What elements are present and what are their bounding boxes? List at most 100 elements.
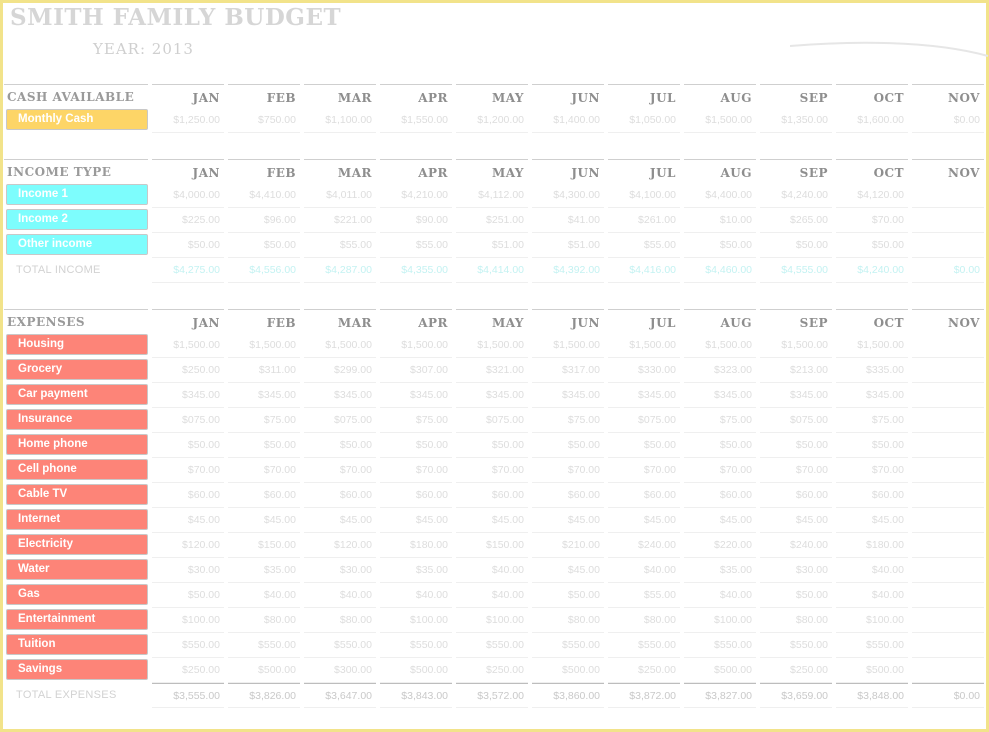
category-label-water[interactable]: Water [6, 559, 148, 580]
amount-cell[interactable]: $45.00 [228, 508, 300, 533]
amount-cell[interactable]: $1,500.00 [760, 333, 832, 358]
amount-cell[interactable]: $330.00 [608, 358, 680, 383]
amount-cell[interactable]: $40.00 [456, 583, 528, 608]
amount-cell[interactable]: $0.00 [912, 108, 984, 133]
amount-cell[interactable]: $4,100.00 [608, 183, 680, 208]
amount-cell[interactable]: $100.00 [380, 608, 452, 633]
amount-cell[interactable]: $80.00 [304, 608, 376, 633]
amount-cell[interactable]: $50.00 [760, 233, 832, 258]
amount-cell[interactable]: $40.00 [836, 583, 908, 608]
amount-cell[interactable]: $1,500.00 [532, 333, 604, 358]
amount-cell[interactable] [912, 458, 984, 483]
amount-cell[interactable]: $55.00 [608, 233, 680, 258]
amount-cell[interactable]: $50.00 [456, 433, 528, 458]
amount-cell[interactable]: $75.00 [836, 408, 908, 433]
amount-cell[interactable]: $317.00 [532, 358, 604, 383]
amount-cell[interactable]: $4,120.00 [836, 183, 908, 208]
amount-cell[interactable]: $50.00 [836, 233, 908, 258]
amount-cell[interactable]: $500.00 [836, 658, 908, 683]
amount-cell[interactable]: $550.00 [760, 633, 832, 658]
amount-cell[interactable]: $240.00 [760, 533, 832, 558]
amount-cell[interactable]: $55.00 [608, 583, 680, 608]
amount-cell[interactable]: $345.00 [152, 383, 224, 408]
amount-cell[interactable]: $80.00 [608, 608, 680, 633]
amount-cell[interactable]: $213.00 [760, 358, 832, 383]
amount-cell[interactable]: $345.00 [760, 383, 832, 408]
amount-cell[interactable]: $70.00 [532, 458, 604, 483]
amount-cell[interactable]: $240.00 [608, 533, 680, 558]
amount-cell[interactable]: $60.00 [608, 483, 680, 508]
amount-cell[interactable]: $4,410.00 [228, 183, 300, 208]
category-label-income-2[interactable]: Income 2 [6, 209, 148, 230]
amount-cell[interactable]: $50.00 [684, 233, 756, 258]
amount-cell[interactable]: $45.00 [760, 508, 832, 533]
amount-cell[interactable]: $60.00 [684, 483, 756, 508]
amount-cell[interactable]: $550.00 [456, 633, 528, 658]
amount-cell[interactable]: $345.00 [304, 383, 376, 408]
amount-cell[interactable]: $311.00 [228, 358, 300, 383]
amount-cell[interactable]: $550.00 [304, 633, 376, 658]
amount-cell[interactable]: $4,210.00 [380, 183, 452, 208]
category-label-savings[interactable]: Savings [6, 659, 148, 680]
amount-cell[interactable]: $100.00 [456, 608, 528, 633]
amount-cell[interactable] [912, 333, 984, 358]
amount-cell[interactable]: $60.00 [532, 483, 604, 508]
amount-cell[interactable]: $41.00 [532, 208, 604, 233]
amount-cell[interactable]: $50.00 [760, 583, 832, 608]
amount-cell[interactable]: $40.00 [836, 558, 908, 583]
amount-cell[interactable]: $60.00 [456, 483, 528, 508]
amount-cell[interactable]: $250.00 [152, 358, 224, 383]
amount-cell[interactable]: $1,500.00 [836, 333, 908, 358]
amount-cell[interactable]: $35.00 [380, 558, 452, 583]
amount-cell[interactable]: $1,500.00 [608, 333, 680, 358]
amount-cell[interactable]: $500.00 [684, 658, 756, 683]
amount-cell[interactable]: $250.00 [760, 658, 832, 683]
amount-cell[interactable]: $75.00 [228, 408, 300, 433]
amount-cell[interactable]: $1,500.00 [152, 333, 224, 358]
amount-cell[interactable]: $75.00 [380, 408, 452, 433]
amount-cell[interactable]: $40.00 [304, 583, 376, 608]
amount-cell[interactable]: $210.00 [532, 533, 604, 558]
amount-cell[interactable]: $1,500.00 [380, 333, 452, 358]
amount-cell[interactable] [912, 483, 984, 508]
amount-cell[interactable]: $750.00 [228, 108, 300, 133]
amount-cell[interactable] [912, 183, 984, 208]
amount-cell[interactable]: $321.00 [456, 358, 528, 383]
amount-cell[interactable] [912, 433, 984, 458]
category-label-housing[interactable]: Housing [6, 334, 148, 355]
amount-cell[interactable]: $100.00 [152, 608, 224, 633]
amount-cell[interactable]: $221.00 [304, 208, 376, 233]
amount-cell[interactable]: $70.00 [608, 458, 680, 483]
amount-cell[interactable]: $075.00 [760, 408, 832, 433]
amount-cell[interactable]: $345.00 [228, 383, 300, 408]
amount-cell[interactable]: $70.00 [152, 458, 224, 483]
amount-cell[interactable]: $55.00 [380, 233, 452, 258]
category-label-home-phone[interactable]: Home phone [6, 434, 148, 455]
amount-cell[interactable]: $45.00 [380, 508, 452, 533]
amount-cell[interactable]: $40.00 [380, 583, 452, 608]
amount-cell[interactable]: $4,300.00 [532, 183, 604, 208]
amount-cell[interactable]: $40.00 [684, 583, 756, 608]
amount-cell[interactable]: $250.00 [608, 658, 680, 683]
amount-cell[interactable] [912, 508, 984, 533]
amount-cell[interactable]: $60.00 [380, 483, 452, 508]
category-label-internet[interactable]: Internet [6, 509, 148, 530]
amount-cell[interactable]: $50.00 [836, 433, 908, 458]
amount-cell[interactable]: $45.00 [532, 508, 604, 533]
amount-cell[interactable]: $265.00 [760, 208, 832, 233]
amount-cell[interactable]: $335.00 [836, 358, 908, 383]
amount-cell[interactable]: $70.00 [228, 458, 300, 483]
amount-cell[interactable]: $1,600.00 [836, 108, 908, 133]
amount-cell[interactable]: $180.00 [380, 533, 452, 558]
amount-cell[interactable]: $50.00 [152, 433, 224, 458]
amount-cell[interactable]: $35.00 [228, 558, 300, 583]
amount-cell[interactable]: $45.00 [532, 558, 604, 583]
category-label-cell-phone[interactable]: Cell phone [6, 459, 148, 480]
amount-cell[interactable]: $45.00 [836, 508, 908, 533]
amount-cell[interactable]: $70.00 [456, 458, 528, 483]
amount-cell[interactable]: $70.00 [380, 458, 452, 483]
amount-cell[interactable] [912, 358, 984, 383]
amount-cell[interactable]: $550.00 [152, 633, 224, 658]
amount-cell[interactable]: $30.00 [760, 558, 832, 583]
category-label-gas[interactable]: Gas [6, 584, 148, 605]
